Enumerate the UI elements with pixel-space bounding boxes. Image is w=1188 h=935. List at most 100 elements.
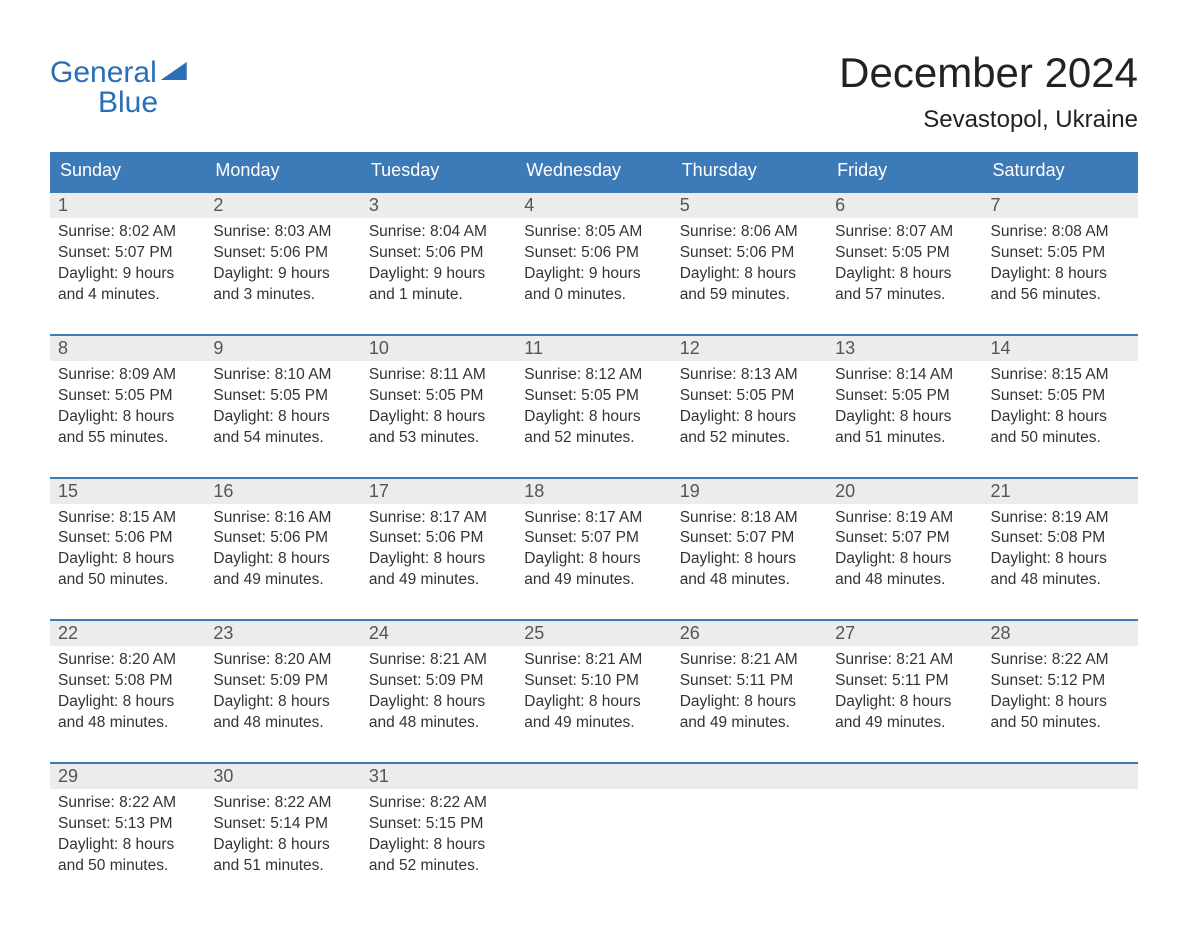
sunrise-line: Sunrise: 8:22 AM [991,650,1130,671]
daylight-line-1: Daylight: 8 hours [835,264,974,285]
day-details: Sunrise: 8:10 AMSunset: 5:05 PMDaylight:… [205,361,360,469]
day-details: Sunrise: 8:17 AMSunset: 5:06 PMDaylight:… [361,504,516,612]
sunset-line: Sunset: 5:06 PM [369,528,508,549]
date-number-row: 15161718192021 [50,479,1138,504]
daylight-line-2: and 48 minutes. [369,713,508,734]
sunset-line: Sunset: 5:05 PM [524,386,663,407]
day-header: Saturday [983,152,1138,191]
sunrise-line: Sunrise: 8:20 AM [213,650,352,671]
sunrise-line: Sunrise: 8:21 AM [369,650,508,671]
daylight-line-2: and 49 minutes. [680,713,819,734]
daylight-line-1: Daylight: 8 hours [835,692,974,713]
date-number: 9 [205,336,360,361]
sunset-line: Sunset: 5:06 PM [524,243,663,264]
daylight-line-1: Daylight: 8 hours [58,549,197,570]
date-number: 12 [672,336,827,361]
day-details [516,789,671,897]
date-number: 8 [50,336,205,361]
sunrise-line: Sunrise: 8:09 AM [58,365,197,386]
date-number: 29 [50,764,205,789]
date-number: 4 [516,193,671,218]
sunrise-line: Sunrise: 8:15 AM [991,365,1130,386]
day-details: Sunrise: 8:19 AMSunset: 5:08 PMDaylight:… [983,504,1138,612]
date-number [983,764,1138,789]
date-number: 10 [361,336,516,361]
day-details: Sunrise: 8:07 AMSunset: 5:05 PMDaylight:… [827,218,982,326]
details-row: Sunrise: 8:09 AMSunset: 5:05 PMDaylight:… [50,361,1138,469]
brand-flag-icon [161,62,187,80]
daylight-line-1: Daylight: 8 hours [58,835,197,856]
sunset-line: Sunset: 5:06 PM [680,243,819,264]
day-details: Sunrise: 8:05 AMSunset: 5:06 PMDaylight:… [516,218,671,326]
daylight-line-2: and 50 minutes. [58,856,197,877]
calendar-week: 293031 Sunrise: 8:22 AMSunset: 5:13 PMDa… [50,762,1138,897]
date-number: 11 [516,336,671,361]
sunrise-line: Sunrise: 8:18 AM [680,508,819,529]
date-number: 25 [516,621,671,646]
sunrise-line: Sunrise: 8:22 AM [58,793,197,814]
daylight-line-1: Daylight: 8 hours [524,692,663,713]
daylight-line-2: and 51 minutes. [835,428,974,449]
date-number: 2 [205,193,360,218]
daylight-line-1: Daylight: 9 hours [58,264,197,285]
sunrise-line: Sunrise: 8:04 AM [369,222,508,243]
day-details: Sunrise: 8:20 AMSunset: 5:08 PMDaylight:… [50,646,205,754]
day-details: Sunrise: 8:18 AMSunset: 5:07 PMDaylight:… [672,504,827,612]
sunrise-line: Sunrise: 8:17 AM [524,508,663,529]
daylight-line-1: Daylight: 8 hours [680,407,819,428]
day-details: Sunrise: 8:06 AMSunset: 5:06 PMDaylight:… [672,218,827,326]
daylight-line-2: and 3 minutes. [213,285,352,306]
sunrise-line: Sunrise: 8:05 AM [524,222,663,243]
day-details: Sunrise: 8:22 AMSunset: 5:13 PMDaylight:… [50,789,205,897]
sunrise-line: Sunrise: 8:15 AM [58,508,197,529]
sunset-line: Sunset: 5:05 PM [835,386,974,407]
daylight-line-2: and 48 minutes. [835,570,974,591]
sunset-line: Sunset: 5:06 PM [369,243,508,264]
sunset-line: Sunset: 5:05 PM [680,386,819,407]
date-number [516,764,671,789]
sunrise-line: Sunrise: 8:19 AM [835,508,974,529]
daylight-line-2: and 49 minutes. [524,570,663,591]
date-number: 30 [205,764,360,789]
date-number: 13 [827,336,982,361]
daylight-line-1: Daylight: 8 hours [213,549,352,570]
daylight-line-2: and 49 minutes. [835,713,974,734]
daylight-line-1: Daylight: 9 hours [524,264,663,285]
daylight-line-1: Daylight: 8 hours [213,835,352,856]
sunset-line: Sunset: 5:05 PM [369,386,508,407]
daylight-line-1: Daylight: 8 hours [369,407,508,428]
day-details: Sunrise: 8:11 AMSunset: 5:05 PMDaylight:… [361,361,516,469]
daylight-line-2: and 50 minutes. [58,570,197,591]
sunrise-line: Sunrise: 8:10 AM [213,365,352,386]
daylight-line-1: Daylight: 8 hours [369,692,508,713]
sunset-line: Sunset: 5:05 PM [58,386,197,407]
daylight-line-1: Daylight: 8 hours [991,264,1130,285]
day-details: Sunrise: 8:08 AMSunset: 5:05 PMDaylight:… [983,218,1138,326]
daylight-line-2: and 0 minutes. [524,285,663,306]
calendar-week: 891011121314Sunrise: 8:09 AMSunset: 5:05… [50,334,1138,469]
date-number: 5 [672,193,827,218]
sunset-line: Sunset: 5:11 PM [835,671,974,692]
sunrise-line: Sunrise: 8:21 AM [680,650,819,671]
date-number: 16 [205,479,360,504]
day-details: Sunrise: 8:15 AMSunset: 5:06 PMDaylight:… [50,504,205,612]
day-details [672,789,827,897]
date-number-row: 293031 [50,764,1138,789]
sunset-line: Sunset: 5:06 PM [58,528,197,549]
daylight-line-1: Daylight: 8 hours [835,407,974,428]
day-details: Sunrise: 8:13 AMSunset: 5:05 PMDaylight:… [672,361,827,469]
day-header-row: SundayMondayTuesdayWednesdayThursdayFrid… [50,152,1138,191]
sunrise-line: Sunrise: 8:02 AM [58,222,197,243]
sunset-line: Sunset: 5:09 PM [213,671,352,692]
sunrise-line: Sunrise: 8:21 AM [835,650,974,671]
date-number: 26 [672,621,827,646]
day-details: Sunrise: 8:20 AMSunset: 5:09 PMDaylight:… [205,646,360,754]
day-details: Sunrise: 8:17 AMSunset: 5:07 PMDaylight:… [516,504,671,612]
day-details: Sunrise: 8:09 AMSunset: 5:05 PMDaylight:… [50,361,205,469]
daylight-line-1: Daylight: 8 hours [991,549,1130,570]
daylight-line-1: Daylight: 8 hours [680,264,819,285]
day-details: Sunrise: 8:21 AMSunset: 5:11 PMDaylight:… [672,646,827,754]
date-number: 17 [361,479,516,504]
day-header: Thursday [672,152,827,191]
date-number: 27 [827,621,982,646]
